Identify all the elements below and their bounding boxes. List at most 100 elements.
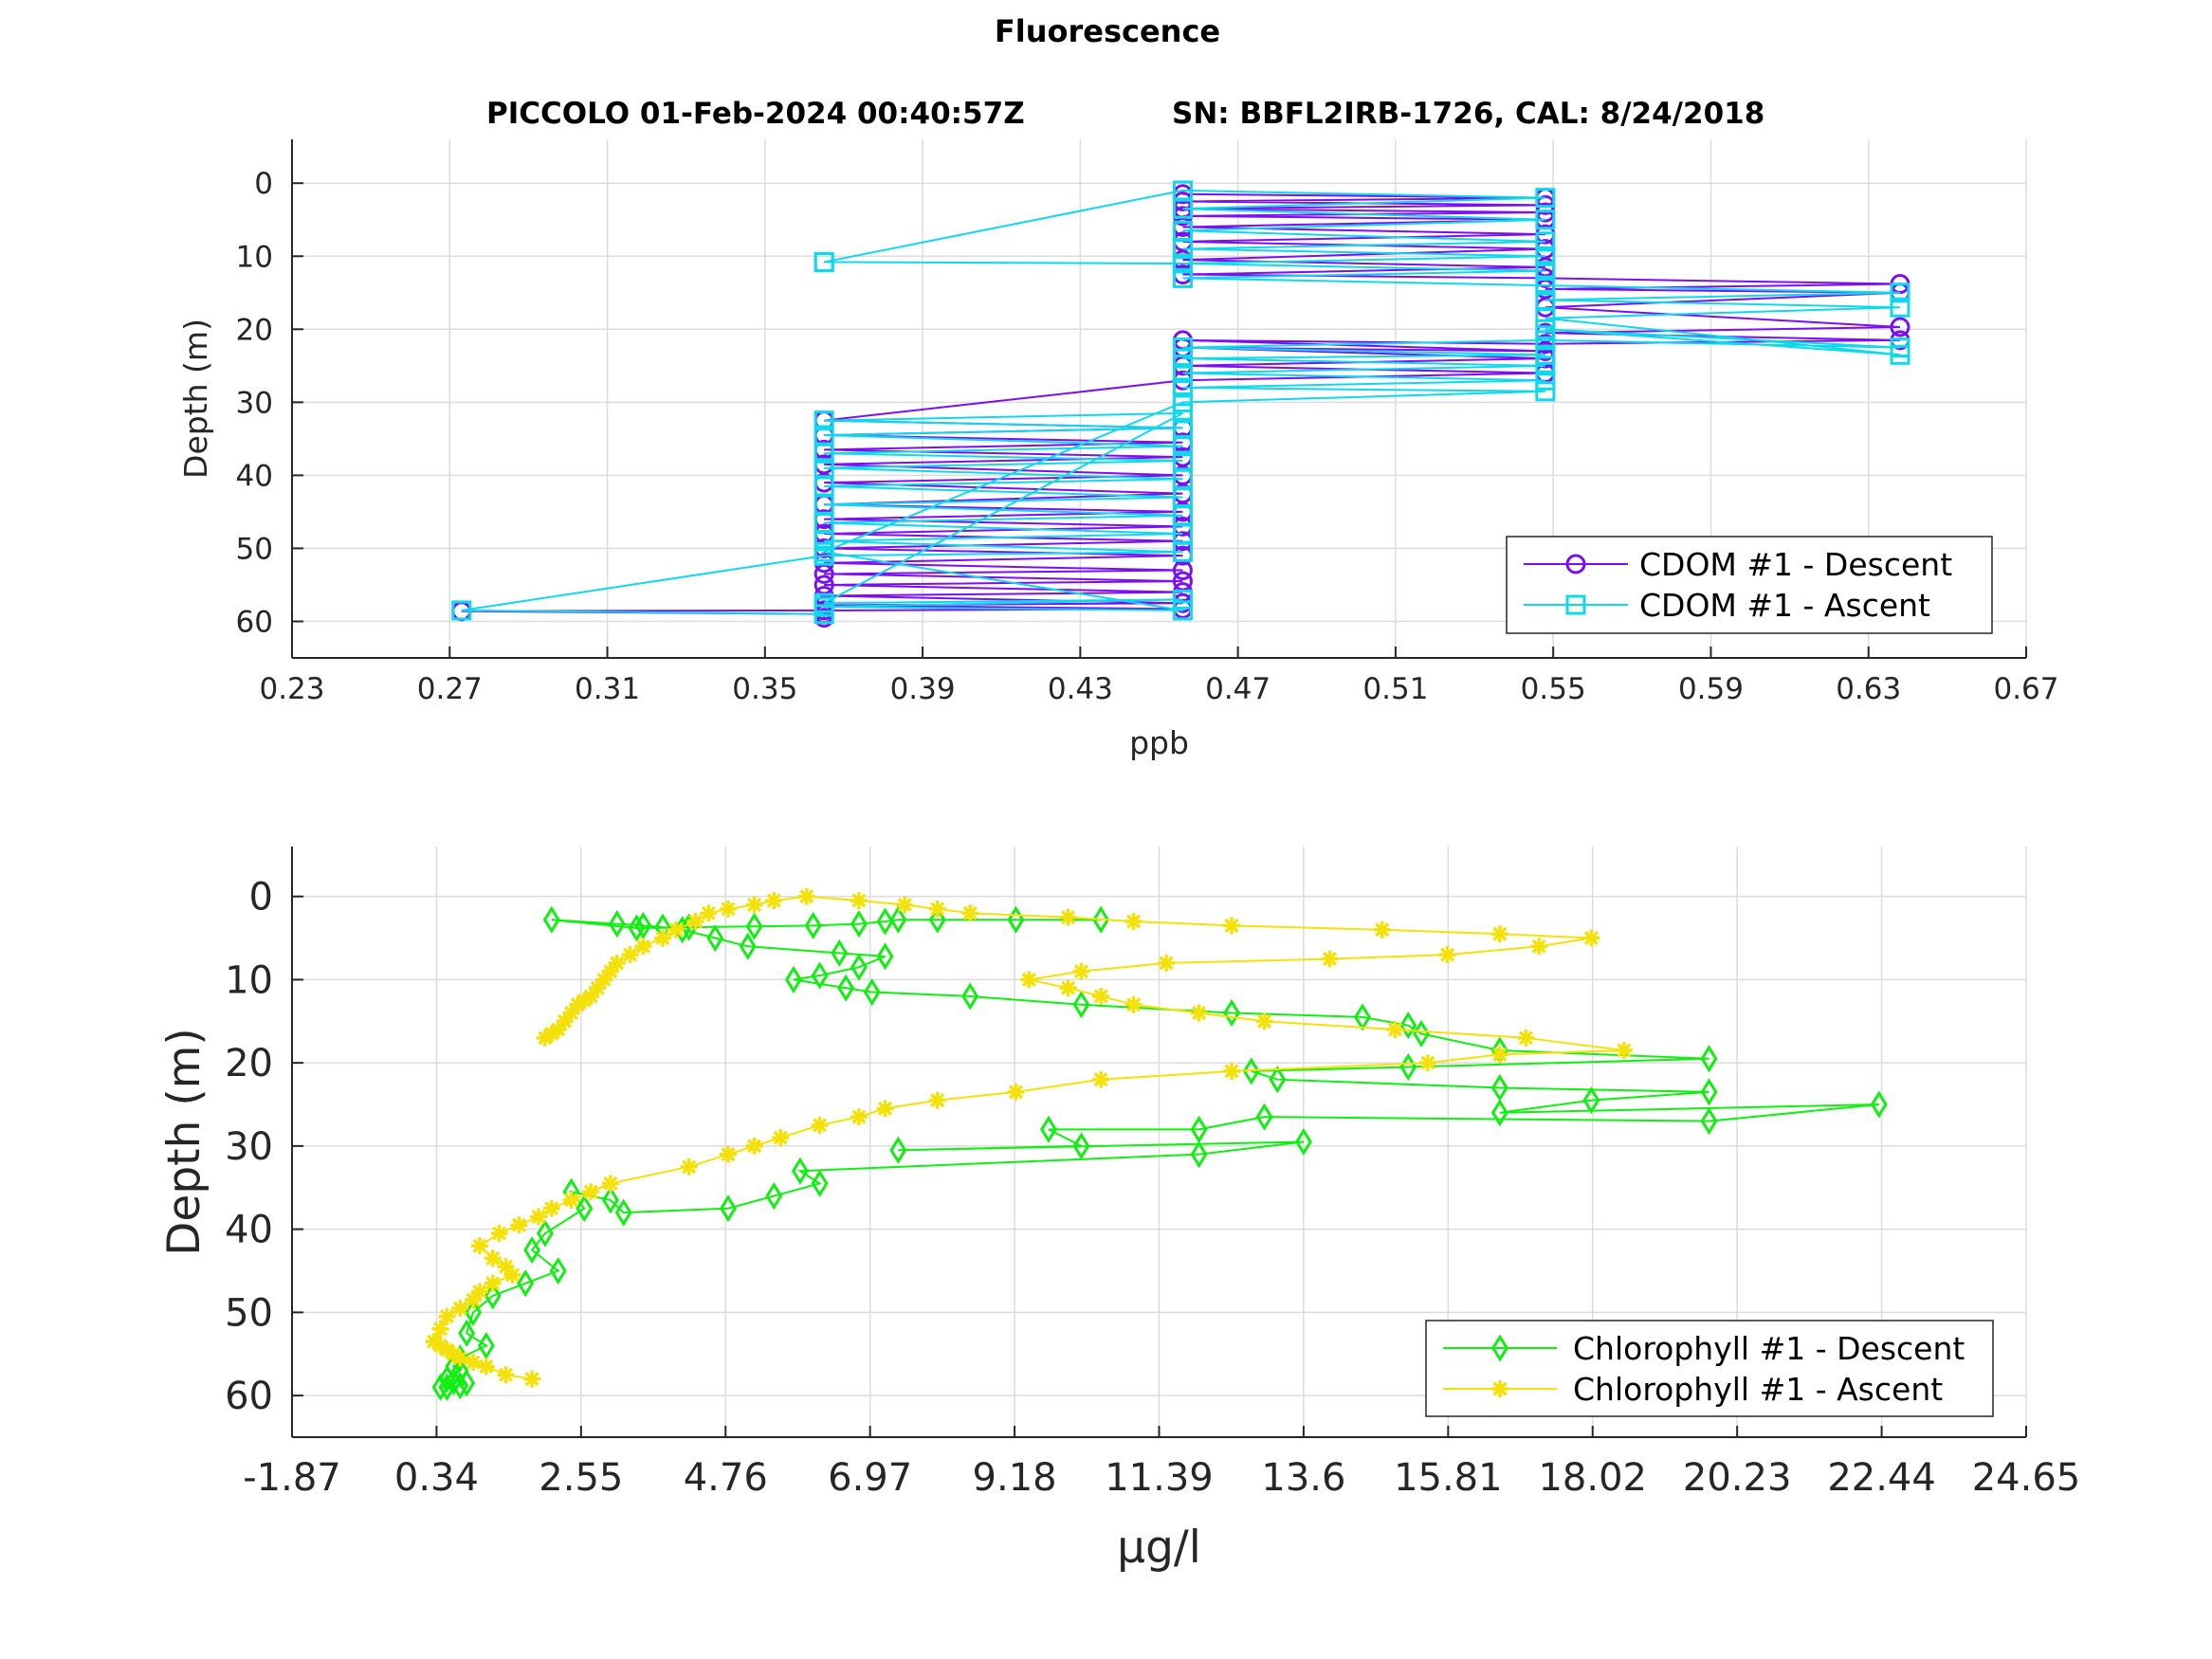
chl-data-point <box>458 1319 476 1347</box>
chl-data-point <box>601 1175 619 1193</box>
chl-y-tick-label: 30 <box>225 1125 273 1169</box>
chl-data-point <box>634 938 652 956</box>
chl-data-point <box>745 896 763 914</box>
chl-data-point <box>523 1370 541 1388</box>
chl-data-point <box>451 1299 469 1317</box>
cdom-y-axis-label: Depth (m) <box>177 319 214 479</box>
chl-data-point <box>510 1216 528 1234</box>
chl-data-point <box>470 1283 488 1301</box>
chl-data-point <box>1700 1045 1718 1073</box>
chl-data-point <box>1072 1132 1090 1160</box>
cdom-data-point <box>1535 210 1556 230</box>
chl-data-point <box>1092 1070 1110 1088</box>
chl-data-point <box>1039 1115 1057 1143</box>
chl-data-point <box>876 1100 894 1118</box>
chl-data-point <box>1092 987 1110 1005</box>
cdom-legend: CDOM #1 - Descent CDOM #1 - Ascent <box>1506 536 1993 634</box>
chl-data-point <box>1007 1083 1025 1101</box>
chl-data-point <box>928 1091 946 1109</box>
chl-data-point <box>765 1181 783 1211</box>
cdom-data-point <box>814 541 834 562</box>
cdom-data-point <box>1172 417 1193 438</box>
chl-data-point <box>680 1158 698 1176</box>
chl-data-point <box>431 1373 449 1401</box>
chl-data-point <box>438 1373 456 1401</box>
cdom-series-ascent <box>451 180 1910 625</box>
chl-data-point <box>490 1225 508 1243</box>
cdom-y-tick-label: 0 <box>254 167 273 201</box>
chl-data-point <box>745 1137 763 1155</box>
chl-data-point <box>1223 998 1241 1028</box>
chl-data-point <box>549 1256 567 1285</box>
chl-data-point <box>576 1194 594 1223</box>
cdom-data-point <box>814 251 834 272</box>
chl-data-point <box>1615 1041 1633 1059</box>
cdom-data-point <box>1172 180 1193 201</box>
chl-y-tick-label: 0 <box>249 876 273 920</box>
chl-data-point <box>1190 1140 1208 1169</box>
chl-series-ascent <box>425 887 1633 1388</box>
chl-data-point <box>896 896 914 914</box>
chl-data-point <box>720 1145 738 1163</box>
chl-data-point <box>484 1274 502 1292</box>
chl-data-point <box>1059 979 1077 997</box>
chl-data-point <box>1438 946 1456 964</box>
chl-x-tick-label: 13.6 <box>1261 1456 1345 1500</box>
cdom-data-point <box>1172 337 1193 358</box>
chl-data-point <box>876 942 894 971</box>
cdom-data-point <box>1535 275 1556 296</box>
cdom-data-point <box>814 596 834 617</box>
chl-data-point <box>700 904 718 922</box>
chl-data-point <box>720 1194 737 1223</box>
chl-data-point <box>850 1108 868 1126</box>
chl-data-point <box>517 1269 535 1298</box>
chl-data-point <box>863 977 881 1007</box>
cdom-data-point <box>1172 267 1193 288</box>
chl-data-point <box>621 946 639 964</box>
cdom-y-tick-label: 40 <box>236 459 273 493</box>
cdom-y-tick-label: 10 <box>236 240 273 274</box>
cdom-series-line <box>461 189 1901 615</box>
chl-data-point <box>837 974 855 1002</box>
chl-data-point <box>876 907 894 936</box>
chl-data-point <box>1255 1103 1273 1131</box>
chl-data-point <box>1418 1054 1436 1072</box>
chl-y-tick-label: 10 <box>225 958 273 1002</box>
chl-data-point <box>850 953 868 981</box>
chl-data-point <box>961 904 979 922</box>
cdom-x-tick-label: 0.23 <box>259 672 324 706</box>
cdom-plot: 0.23 0.27 0.31 0.35 0.39 0.43 0.47 0.51 0.55 0.59… <box>177 139 2059 761</box>
chl-data-point <box>785 965 802 994</box>
chl-data-point <box>634 911 652 939</box>
cdom-data-point <box>1535 319 1556 339</box>
chl-data-point <box>582 1183 600 1201</box>
cdom-legend-marker <box>1565 594 1586 615</box>
chl-data-point <box>961 982 979 1011</box>
chl-data-point <box>797 887 815 905</box>
cdom-x-tick-label: 0.67 <box>1993 672 2058 706</box>
cdom-y-tick-label: 60 <box>236 605 273 639</box>
chl-data-point <box>739 932 757 960</box>
chl-data-point <box>1530 938 1548 956</box>
cdom-data-point <box>1172 589 1193 610</box>
chl-data-point <box>562 1191 580 1209</box>
chl-axes: -1.87 0.34 2.55 4.76 6.97 9.18 11.39 13.6 15.81 1… <box>225 847 2080 1500</box>
chl-data-point <box>654 929 672 947</box>
cdom-data-point <box>1535 330 1556 351</box>
chl-data-point <box>523 1236 541 1265</box>
chl-data-point <box>1490 1099 1508 1127</box>
chl-data-point <box>1490 1046 1508 1064</box>
chl-data-point <box>1072 991 1090 1019</box>
chl-data-point <box>706 923 724 953</box>
chl-x-tick-label: 0.34 <box>394 1456 479 1500</box>
chl-data-point <box>1020 971 1038 989</box>
cdom-data-point <box>1890 344 1910 365</box>
chl-data-point <box>765 892 783 910</box>
chl-data-point <box>451 1372 469 1400</box>
chl-data-point <box>1517 1029 1535 1047</box>
chl-data-point <box>720 900 738 918</box>
chl-y-tick-label: 60 <box>225 1375 273 1418</box>
subtitle-left: PICCOLO 01-Feb-2024 00:40:57Z <box>486 97 1025 131</box>
cdom-x-tick-label: 0.59 <box>1678 672 1744 706</box>
chl-legend: Chlorophyll #1 - Descent Chlorophyll #1 -… <box>1425 1320 1994 1417</box>
